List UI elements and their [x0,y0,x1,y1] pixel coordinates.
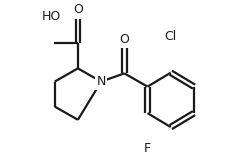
Text: Cl: Cl [165,30,177,43]
Text: O: O [73,3,83,16]
Text: O: O [119,33,129,46]
Text: N: N [96,75,106,88]
Text: HO: HO [41,10,61,23]
Text: F: F [144,142,151,155]
